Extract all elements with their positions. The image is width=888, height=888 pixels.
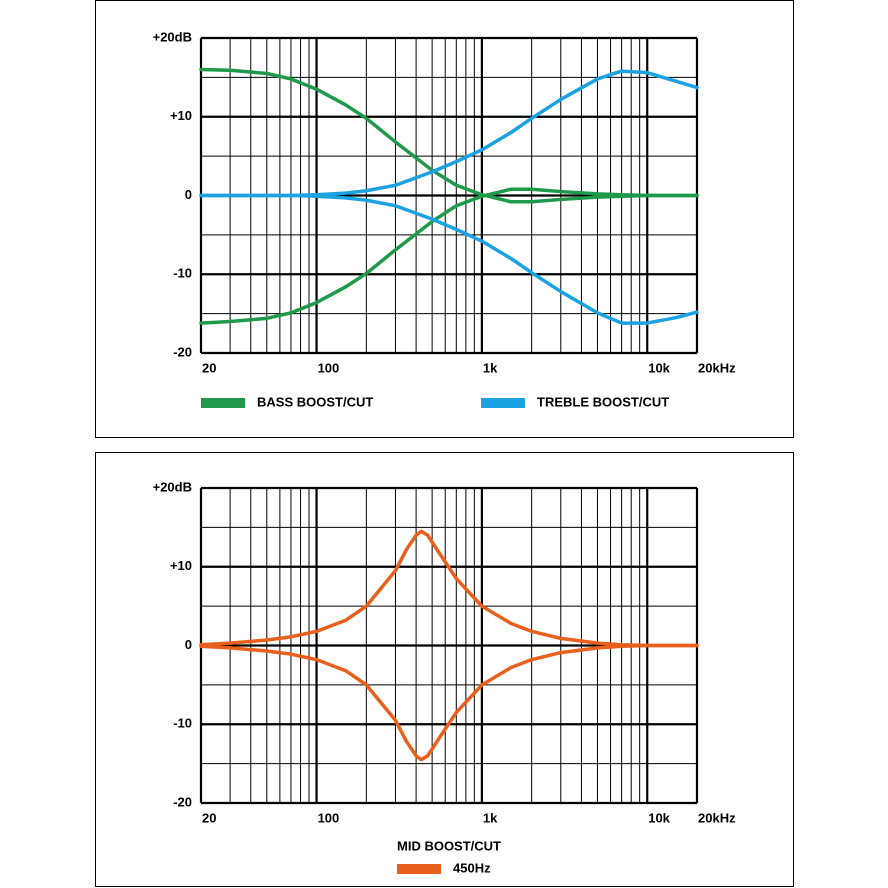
y-tick-label: +20dB bbox=[153, 29, 192, 44]
legend-label: 450Hz bbox=[453, 860, 491, 875]
legend-label: TREBLE BOOST/CUT bbox=[537, 394, 669, 409]
y-tick-label: -10 bbox=[173, 716, 192, 731]
legend-label: BASS BOOST/CUT bbox=[257, 394, 373, 409]
x-tick-label: 20kHz bbox=[698, 360, 736, 375]
y-tick-label: 0 bbox=[185, 187, 192, 202]
x-tick-label: 10k bbox=[648, 810, 670, 825]
x-tick-label: 20 bbox=[202, 810, 216, 825]
y-tick-label: +20dB bbox=[153, 479, 192, 494]
y-tick-label: +10 bbox=[170, 558, 192, 573]
legend-title: MID BOOST/CUT bbox=[397, 838, 501, 853]
x-tick-label: 10k bbox=[648, 360, 670, 375]
y-tick-label: +10 bbox=[170, 108, 192, 123]
legend-swatch bbox=[201, 398, 245, 408]
x-tick-label: 1k bbox=[483, 810, 498, 825]
y-tick-label: -20 bbox=[173, 794, 192, 809]
y-tick-label: -10 bbox=[173, 266, 192, 281]
response-curve bbox=[199, 529, 699, 648]
x-tick-label: 1k bbox=[483, 360, 498, 375]
x-tick-label: 100 bbox=[318, 360, 340, 375]
panel-frame bbox=[95, 452, 794, 887]
legend-swatch bbox=[481, 398, 525, 408]
y-tick-label: 0 bbox=[185, 637, 192, 652]
y-tick-label: -20 bbox=[173, 344, 192, 359]
x-tick-label: 100 bbox=[318, 810, 340, 825]
panel-frame bbox=[95, 0, 794, 438]
response-curve bbox=[199, 69, 699, 198]
x-tick-label: 20kHz bbox=[698, 810, 736, 825]
legend-swatch bbox=[397, 864, 441, 874]
response-curve bbox=[199, 67, 699, 204]
response-curve bbox=[199, 643, 699, 762]
x-tick-label: 20 bbox=[202, 360, 216, 375]
response-curve bbox=[199, 193, 699, 325]
response-curve bbox=[199, 187, 699, 325]
